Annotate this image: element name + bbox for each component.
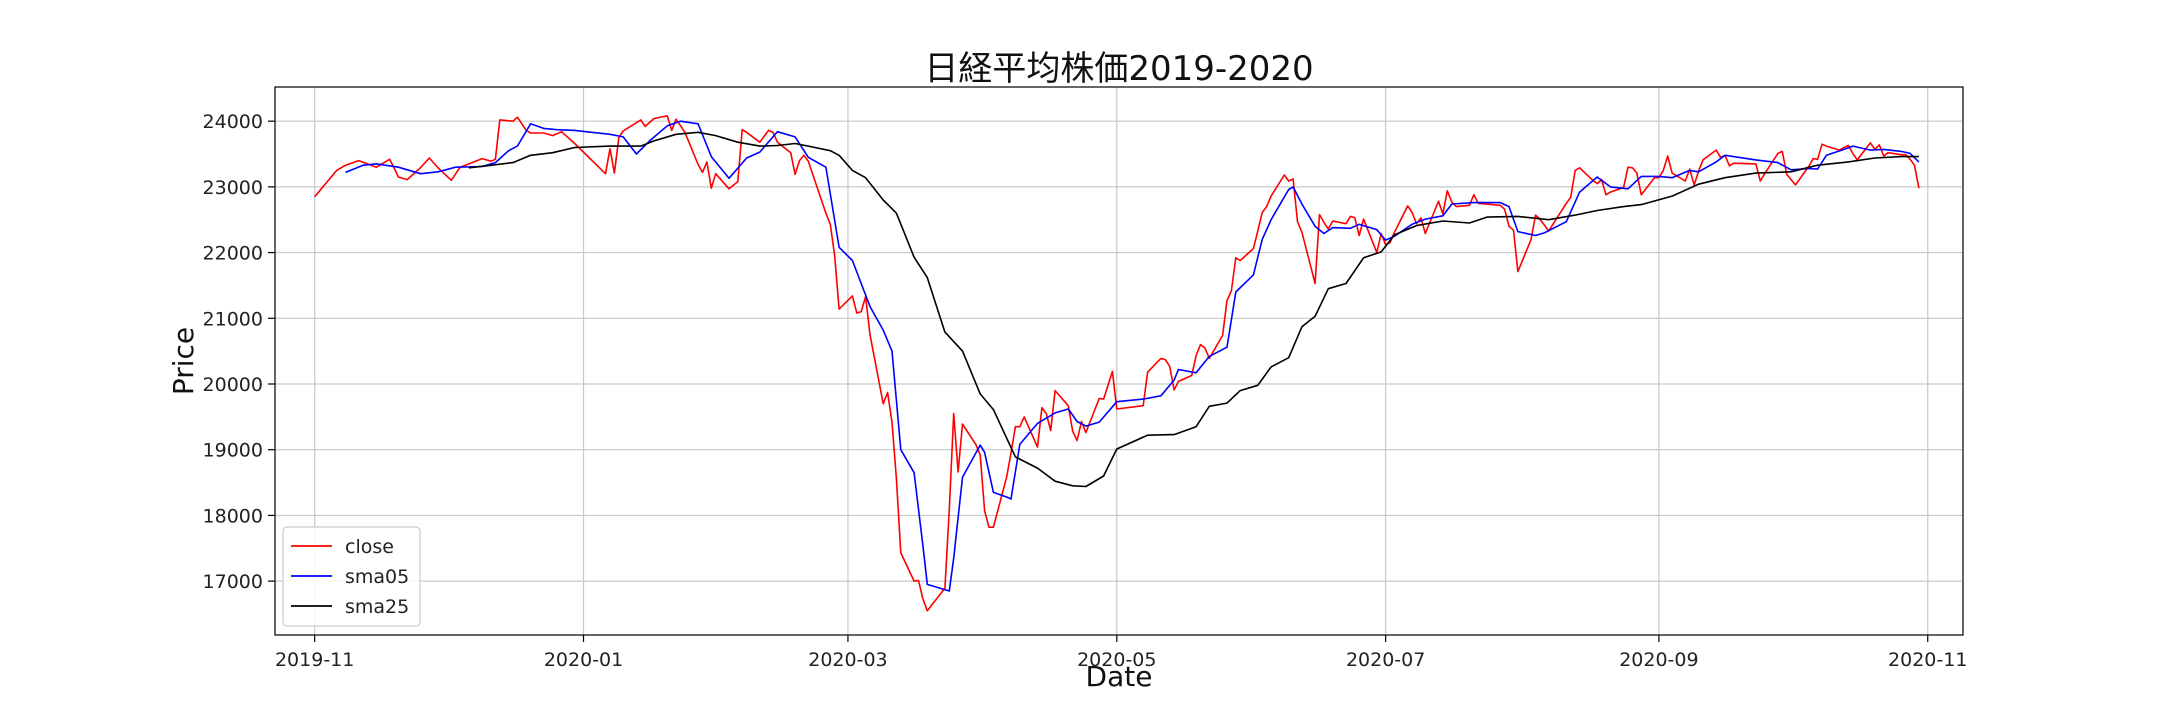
legend-label-sma25: sma25: [345, 596, 409, 618]
y-tick-label: 23000: [203, 177, 263, 199]
x-tick-label: 2020-03: [808, 649, 887, 671]
x-tick-label: 2020-01: [544, 649, 623, 671]
x-tick-label: 2020-09: [1619, 649, 1698, 671]
y-tick-label: 22000: [203, 243, 263, 265]
chart-title: 日経平均株価2019-2020: [924, 49, 1313, 89]
y-tick-label: 24000: [203, 111, 263, 133]
y-tick-label: 17000: [203, 571, 263, 593]
axis-ticks: 2019-11 2020-01 2020-03 2020-05 2020-07 2020-…: [203, 111, 1968, 671]
legend-label-sma05: sma05: [345, 566, 409, 588]
legend-label-close: close: [345, 536, 394, 558]
x-axis-title: Date: [1086, 660, 1153, 693]
series-line-close: [314, 115, 1920, 612]
series-line-sma05: [345, 120, 1920, 592]
x-tick-label: 2020-05: [1077, 649, 1156, 671]
plot-area-frame: [274, 86, 1964, 636]
gridlines: [275, 87, 1963, 635]
legend: close sma05 sma25: [282, 526, 421, 627]
y-tick-label: 18000: [203, 505, 263, 527]
y-tick-label: 19000: [203, 440, 263, 462]
y-tick-label: 21000: [203, 308, 263, 330]
x-tick-label: 2019-11: [275, 649, 354, 671]
x-tick-label: 2020-07: [1346, 649, 1425, 671]
series-line-sma25: [468, 131, 1919, 488]
y-tick-label: 20000: [203, 374, 263, 396]
x-tick-label: 2020-11: [1888, 649, 1967, 671]
legend-box: [282, 526, 421, 627]
plot-lines: [314, 115, 1920, 612]
y-axis-title: Price: [167, 327, 200, 395]
